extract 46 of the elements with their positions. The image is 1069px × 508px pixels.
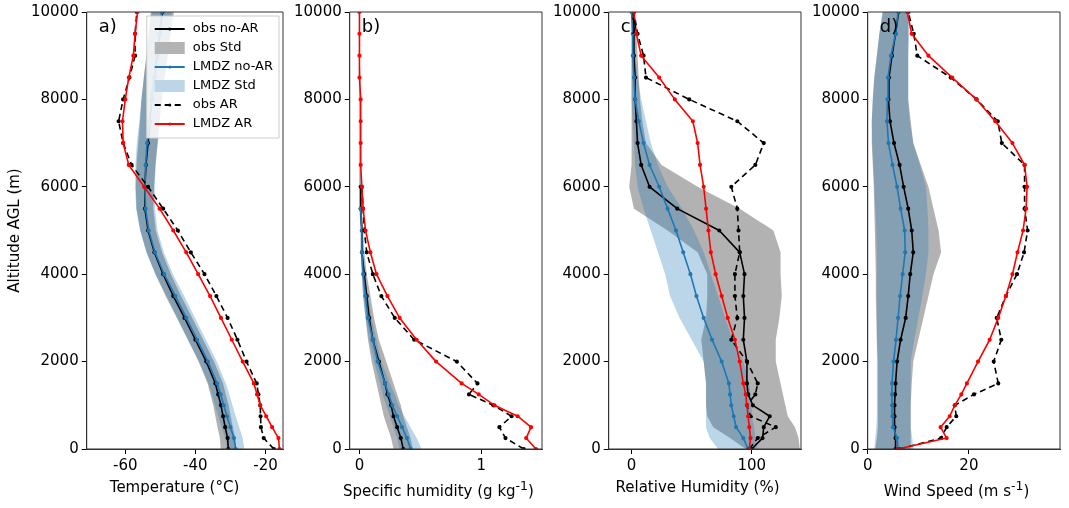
y-tick-label: 4000 [562, 264, 601, 283]
legend-label: LMDZ no-AR [192, 58, 274, 74]
legend-label: LMDZ Std [192, 77, 256, 93]
y-tick-label: 0 [332, 438, 342, 457]
x-tick-label: 1 [476, 455, 486, 474]
x-tick-label: 0 [862, 455, 873, 474]
annotation: b) [361, 14, 381, 36]
x-tick-label: -40 [183, 455, 208, 474]
legend-label: obs no-AR [192, 20, 259, 36]
x-tick-label: -60 [113, 455, 138, 474]
x-axis-title: Temperature (°C) [108, 478, 241, 496]
y-tick-label: 2000 [303, 351, 342, 370]
y-tick-label: 6000 [40, 176, 79, 195]
x-axis-title: Wind Speed (m s$^{-1}$) [882, 478, 1031, 500]
x-tick-label: 0 [626, 455, 637, 474]
x-tick-label: 0 [354, 455, 365, 474]
x-tick-label: 100 [737, 455, 767, 474]
y-tick-label: 8000 [562, 89, 601, 108]
y-tick-label: 10000 [31, 1, 79, 20]
x-axis-title: Relative Humidity (%) [614, 478, 781, 496]
annotation: a) [98, 14, 117, 36]
y-tick-label: 8000 [40, 89, 79, 108]
y-tick-label: 2000 [821, 351, 860, 370]
y-axis-title: Altitude AGL (m) [4, 168, 23, 293]
y-tick-label: 0 [591, 438, 601, 457]
y-tick-label: 10000 [553, 1, 601, 20]
x-tick-label: -20 [253, 455, 278, 474]
legend-label: obs AR [192, 96, 238, 112]
y-tick-label: 4000 [303, 264, 342, 283]
y-tick-label: 6000 [821, 176, 860, 195]
y-tick-label: 0 [69, 438, 79, 457]
y-tick-label: 6000 [562, 176, 601, 195]
y-tick-label: 4000 [821, 264, 860, 283]
x-tick-label: 20 [959, 455, 979, 474]
y-tick-label: 2000 [562, 351, 601, 370]
legend-label: obs Std [192, 39, 242, 55]
legend-label: LMDZ AR [192, 115, 253, 131]
y-tick-label: 4000 [40, 264, 79, 283]
y-tick-label: 6000 [303, 176, 342, 195]
y-tick-label: 10000 [812, 1, 860, 20]
y-tick-label: 8000 [303, 89, 342, 108]
y-tick-label: 0 [850, 438, 860, 457]
y-tick-label: 2000 [40, 351, 79, 370]
x-axis-title: Specific humidity (g kg$^{-1}$) [342, 478, 535, 500]
y-tick-label: 8000 [821, 89, 860, 108]
y-tick-label: 10000 [294, 1, 342, 20]
